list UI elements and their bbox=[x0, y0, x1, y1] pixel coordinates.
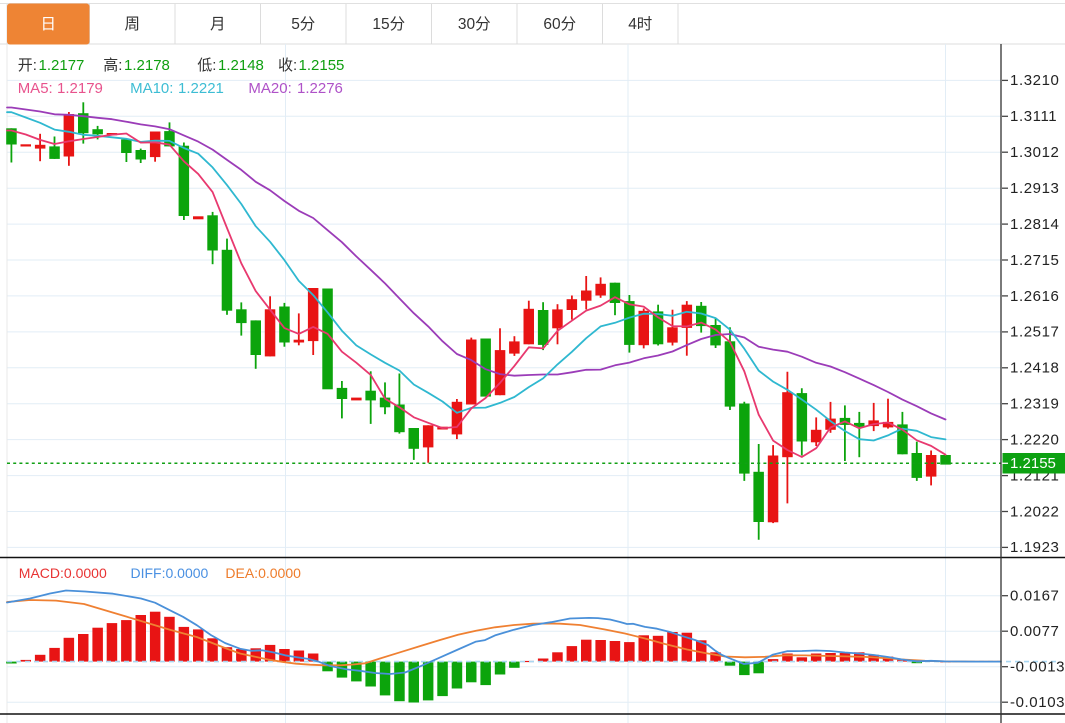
svg-text:30分: 30分 bbox=[458, 15, 491, 33]
svg-text:1.3111: 1.3111 bbox=[1010, 108, 1057, 125]
svg-text:开:: 开: bbox=[18, 57, 37, 74]
svg-text:5分: 5分 bbox=[291, 15, 315, 33]
svg-text:DEA:0.0000: DEA:0.0000 bbox=[225, 565, 301, 581]
svg-text:1.2319: 1.2319 bbox=[1010, 396, 1059, 413]
svg-text:1.2022: 1.2022 bbox=[1010, 503, 1059, 520]
svg-text:周: 周 bbox=[124, 16, 140, 33]
svg-text:DIFF:0.0000: DIFF:0.0000 bbox=[131, 565, 209, 581]
svg-text:MA20:: MA20: bbox=[248, 80, 291, 97]
svg-text:1.2178: 1.2178 bbox=[124, 57, 170, 74]
svg-text:1.2276: 1.2276 bbox=[297, 80, 343, 97]
svg-text:低:: 低: bbox=[197, 57, 216, 74]
svg-text:MA10:: MA10: bbox=[130, 80, 173, 97]
svg-text:1.1923: 1.1923 bbox=[1010, 539, 1059, 556]
svg-text:1.2155: 1.2155 bbox=[1010, 455, 1056, 472]
svg-text:月: 月 bbox=[210, 16, 226, 33]
svg-text:1.2715: 1.2715 bbox=[1010, 252, 1059, 269]
svg-text:-0.0103: -0.0103 bbox=[1010, 694, 1065, 711]
svg-text:收:: 收: bbox=[278, 57, 297, 74]
svg-text:1.2517: 1.2517 bbox=[1010, 324, 1059, 341]
svg-text:0.0167: 0.0167 bbox=[1010, 588, 1059, 605]
svg-text:1.2814: 1.2814 bbox=[1010, 216, 1059, 233]
svg-text:60分: 60分 bbox=[543, 15, 576, 33]
svg-text:MA5:: MA5: bbox=[18, 80, 53, 97]
svg-text:-0.0013: -0.0013 bbox=[1010, 659, 1065, 676]
svg-text:1.2220: 1.2220 bbox=[1010, 431, 1059, 448]
svg-text:1.2221: 1.2221 bbox=[178, 80, 224, 97]
svg-text:1.2179: 1.2179 bbox=[57, 80, 103, 97]
svg-text:15分: 15分 bbox=[372, 15, 405, 33]
svg-text:1.2418: 1.2418 bbox=[1010, 360, 1059, 377]
svg-text:MACD:0.0000: MACD:0.0000 bbox=[19, 565, 107, 581]
svg-text:4时: 4时 bbox=[628, 15, 652, 33]
svg-text:日: 日 bbox=[40, 16, 56, 33]
svg-text:1.2155: 1.2155 bbox=[299, 57, 345, 74]
svg-text:高:: 高: bbox=[103, 57, 122, 74]
svg-text:1.3210: 1.3210 bbox=[1010, 72, 1059, 89]
svg-text:1.2616: 1.2616 bbox=[1010, 288, 1059, 305]
svg-text:1.3012: 1.3012 bbox=[1010, 144, 1059, 161]
svg-text:1.2177: 1.2177 bbox=[39, 57, 85, 74]
svg-text:1.2148: 1.2148 bbox=[218, 57, 264, 74]
svg-text:1.2913: 1.2913 bbox=[1010, 180, 1059, 197]
svg-text:0.0077: 0.0077 bbox=[1010, 623, 1059, 640]
